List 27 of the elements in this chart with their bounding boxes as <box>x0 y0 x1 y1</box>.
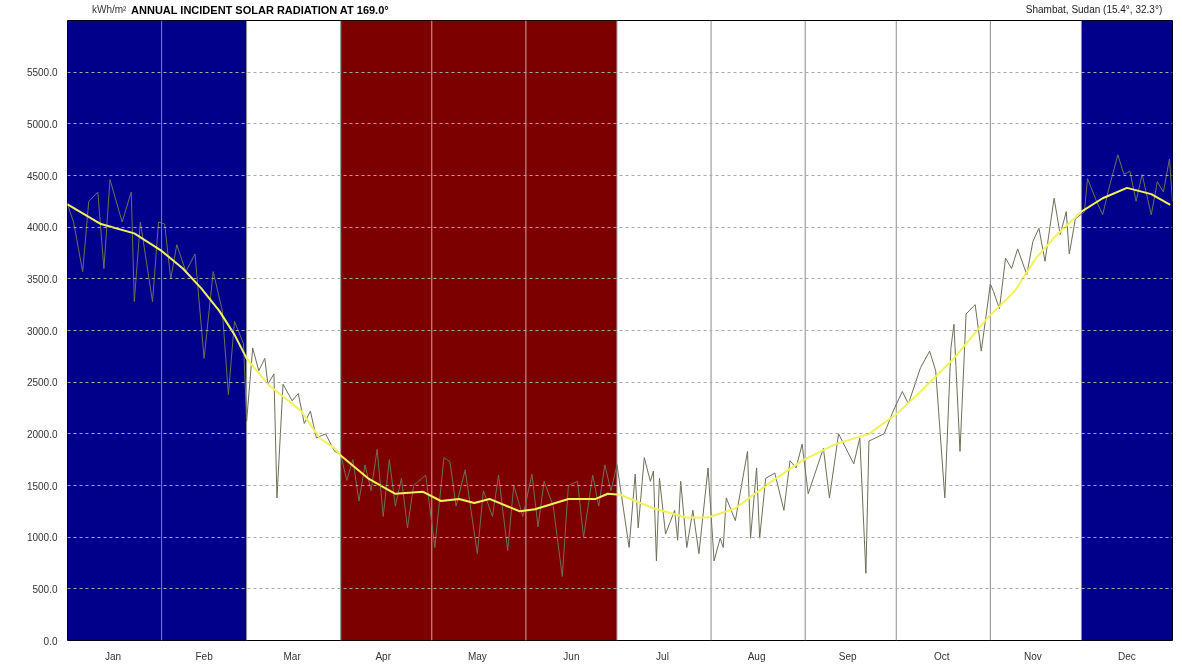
y-tick-label: 1000.0 <box>26 532 58 544</box>
y-tick-label: 3000.0 <box>26 325 58 337</box>
chart-title: ANNUAL INCIDENT SOLAR RADIATION AT 169.0° <box>131 3 389 16</box>
y-tick-label: 2500.0 <box>26 377 58 389</box>
x-tick-label: Mar <box>283 650 302 662</box>
x-tick-label: Jul <box>656 650 669 662</box>
x-tick-label: May <box>467 650 487 662</box>
x-tick-label: Jan <box>104 650 122 662</box>
y-tick-label: 5000.0 <box>26 118 58 130</box>
y-tick-label: 3500.0 <box>26 273 58 285</box>
y-tick-label: 4000.0 <box>26 222 58 234</box>
x-tick-label: Oct <box>934 650 950 662</box>
y-tick-label: 2000.0 <box>26 428 58 440</box>
y-tick-label: 500.0 <box>32 583 58 595</box>
x-tick-label: Apr <box>375 650 392 662</box>
y-tick-label: 4500.0 <box>26 170 58 182</box>
x-tick-label: Dec <box>1118 650 1136 662</box>
x-tick-label: Feb <box>195 650 214 662</box>
y-tick-label: 0.0 <box>43 635 58 647</box>
x-tick-label: Jun <box>563 650 580 662</box>
y-tick-label: 1500.0 <box>26 480 58 492</box>
chart-subtitle: Shambat, Sudan (15.4°, 32.3°) <box>1025 4 1163 15</box>
y-axis-title: kWh/m² <box>91 4 128 15</box>
x-tick-label: Aug <box>747 650 766 662</box>
x-tick-label: Sep <box>838 650 858 662</box>
x-tick-label: Nov <box>1023 650 1042 662</box>
y-tick-label: 5500.0 <box>26 67 58 79</box>
